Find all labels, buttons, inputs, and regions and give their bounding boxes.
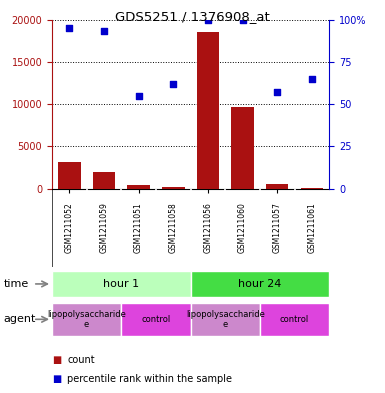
Bar <box>197 32 219 189</box>
Point <box>101 28 107 35</box>
Point <box>274 89 280 95</box>
Point <box>239 17 246 23</box>
Bar <box>191 271 329 297</box>
Text: hour 1: hour 1 <box>103 279 139 289</box>
Bar <box>266 184 288 189</box>
Point <box>136 92 142 99</box>
Bar <box>162 187 184 189</box>
Point <box>309 75 315 82</box>
Text: ■: ■ <box>52 374 61 384</box>
Bar <box>301 188 323 189</box>
Text: lipopolysaccharide
e: lipopolysaccharide e <box>186 310 264 329</box>
Text: agent: agent <box>4 314 36 324</box>
Text: GSM1211057: GSM1211057 <box>273 202 282 253</box>
Bar <box>93 172 115 189</box>
Bar <box>260 303 329 336</box>
Point <box>170 81 176 87</box>
Text: GSM1211059: GSM1211059 <box>99 202 109 253</box>
Text: GSM1211058: GSM1211058 <box>169 202 178 253</box>
Bar <box>121 303 191 336</box>
Text: time: time <box>4 279 29 289</box>
Text: GDS5251 / 1376908_at: GDS5251 / 1376908_at <box>115 10 270 23</box>
Bar <box>52 303 121 336</box>
Text: control: control <box>141 315 171 324</box>
Bar <box>191 303 260 336</box>
Text: GSM1211051: GSM1211051 <box>134 202 143 253</box>
Text: GSM1211056: GSM1211056 <box>203 202 213 253</box>
Text: hour 24: hour 24 <box>238 279 281 289</box>
Point <box>66 25 72 31</box>
Text: lipopolysaccharide
e: lipopolysaccharide e <box>47 310 126 329</box>
Text: percentile rank within the sample: percentile rank within the sample <box>67 374 233 384</box>
Bar <box>231 107 254 189</box>
Text: GSM1211060: GSM1211060 <box>238 202 247 253</box>
Text: GSM1211061: GSM1211061 <box>307 202 316 253</box>
Text: GSM1211052: GSM1211052 <box>65 202 74 253</box>
Point <box>205 17 211 23</box>
Bar <box>52 271 191 297</box>
Bar <box>127 185 150 189</box>
Text: ■: ■ <box>52 354 61 365</box>
Bar <box>58 162 80 189</box>
Text: count: count <box>67 354 95 365</box>
Text: control: control <box>280 315 309 324</box>
